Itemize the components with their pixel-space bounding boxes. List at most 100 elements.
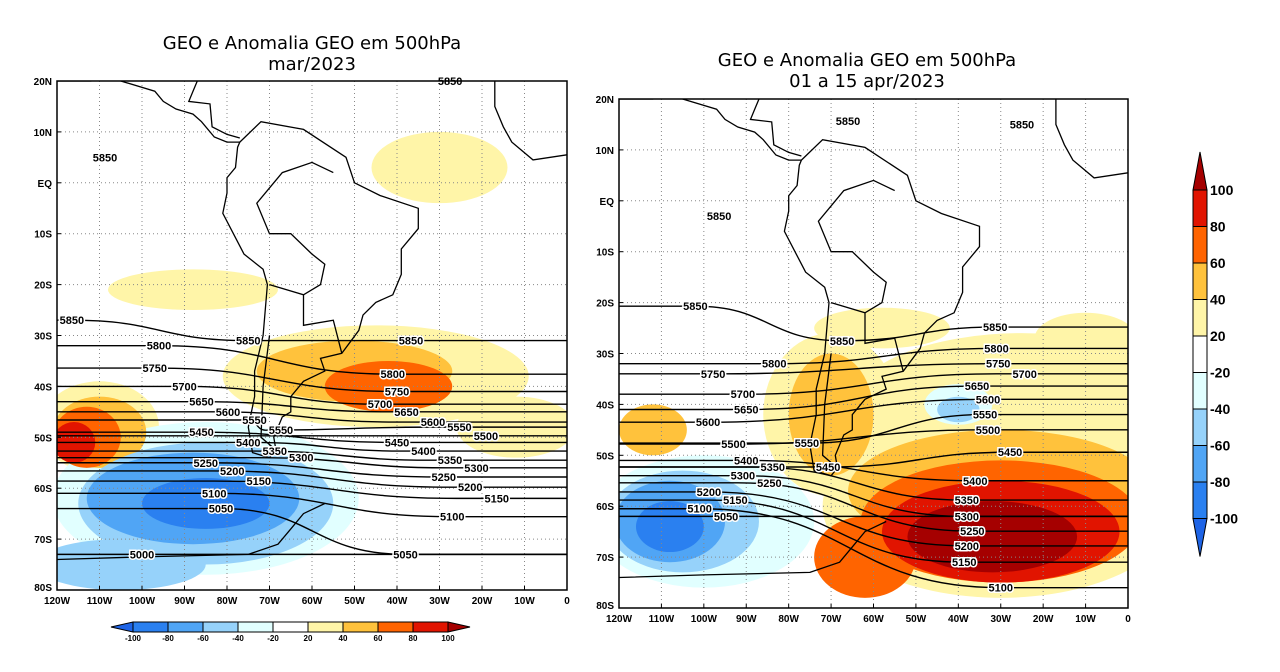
colorbar-swatch [1192, 226, 1208, 264]
contour-line-5500 [619, 429, 1128, 445]
anomaly-region [142, 478, 270, 529]
colorbar-arrow-high [447, 621, 471, 633]
contour-label: 5300 [955, 511, 979, 523]
lon-tick-label: 100W [691, 614, 718, 625]
colorbar-swatch [1192, 262, 1208, 300]
colorbar-swatch [167, 621, 204, 633]
contour-label: 5850 [683, 301, 707, 313]
contour-line-5250 [619, 482, 1128, 532]
colorbar-label: -40 [232, 634, 244, 643]
contour-label: 5700 [1012, 369, 1036, 381]
contour-label: 5500 [474, 431, 498, 443]
contour-label: 5100 [440, 512, 464, 524]
contour-label: 5850 [438, 76, 462, 88]
anomaly-region [635, 501, 704, 553]
contour-label: 5450 [385, 437, 409, 449]
map-title: GEO e Anomalia GEO em 500hPa [163, 33, 461, 54]
colorbar-label: 60 [1210, 255, 1226, 271]
country-border [256, 161, 334, 296]
contour-label: 5850 [707, 211, 731, 223]
lat-tick-label: 50S [34, 433, 52, 444]
contour-label: 5550 [242, 415, 266, 427]
country-border [821, 353, 838, 469]
contour-line-5550 [619, 413, 1128, 444]
contour-label: 5850 [236, 336, 260, 348]
contour-label: 5150 [952, 557, 976, 569]
contour-label: 5700 [172, 381, 196, 393]
lon-tick-label: 0 [564, 596, 570, 607]
contour-label: 5050 [714, 511, 738, 523]
colorbar-arrow-low [1192, 518, 1208, 557]
contour-label: 5800 [147, 341, 171, 353]
contour-line-5100 [57, 492, 567, 518]
contour-label: 5400 [963, 476, 987, 488]
contour-label: 5450 [189, 427, 213, 439]
contour-line-5550 [57, 419, 567, 431]
colorbar-swatch [272, 621, 309, 633]
lon-tick-label: 100W [129, 596, 156, 607]
coastline-antarctica [57, 502, 326, 561]
contour-label: 5350 [438, 455, 462, 467]
colorbar-label: 20 [304, 634, 313, 643]
colorbar-label: 80 [409, 634, 418, 643]
contour-line-5400 [57, 441, 567, 452]
coastline-central-america [682, 99, 802, 161]
contour-label: 5850 [399, 336, 423, 348]
colorbar-swatch [1192, 335, 1208, 373]
lat-tick-label: 40S [34, 382, 52, 393]
contour-label: 5650 [965, 381, 989, 393]
coastline-south-america [783, 139, 981, 477]
anomaly-region [1034, 312, 1128, 364]
lat-tick-label: 60S [596, 502, 614, 513]
lon-tick-label: 20W [472, 596, 493, 607]
contour-label: 5800 [984, 343, 1008, 355]
contour-line-5650 [619, 385, 1128, 411]
lon-tick-label: 60W [302, 596, 323, 607]
colorbar-label: -80 [1210, 474, 1230, 490]
lat-tick-label: 10S [34, 230, 52, 241]
contour-line-5200 [619, 491, 1128, 547]
lon-tick-label: 120W [44, 596, 71, 607]
lat-tick-label: 10N [34, 128, 52, 139]
contour-line-5400 [619, 459, 1128, 482]
colorbar-swatch [342, 621, 379, 633]
anomaly-region [371, 131, 508, 204]
contour-line-5350 [619, 466, 1128, 501]
contour-label: 5650 [394, 407, 418, 419]
colorbar-label: -20 [1210, 365, 1230, 381]
colorbar-swatch [202, 621, 239, 633]
colorbar-arrow-low [110, 621, 134, 633]
contour-label: 5400 [236, 437, 260, 449]
colorbar-label: 40 [339, 634, 348, 643]
lon-tick-label: 10W [514, 596, 535, 607]
colorbar-label: 80 [1210, 219, 1226, 235]
colorbar-label: 40 [1210, 292, 1226, 308]
contour-label: 5650 [734, 404, 758, 416]
coastline-central-america [749, 99, 802, 157]
lon-tick-label: 40W [387, 596, 408, 607]
coastline-south-america [222, 121, 419, 459]
map-title: GEO e Anomalia GEO em 500hPa [718, 50, 1016, 71]
lon-tick-label: 70W [821, 614, 842, 625]
contour-line-5750 [57, 367, 567, 393]
lon-tick-label: 110W [87, 596, 113, 607]
contour-line-5750 [619, 362, 1128, 375]
anomaly-region [108, 269, 278, 311]
contour-label: 5850 [60, 315, 84, 327]
contour-label: 5050 [209, 504, 233, 516]
contour-label: 5550 [447, 422, 471, 434]
coastline-central-america [187, 81, 240, 139]
contour-line-5250 [57, 462, 567, 478]
lat-tick-label: 70S [34, 535, 52, 546]
contour-label: 5600 [421, 417, 445, 429]
lat-tick-label: EQ [600, 197, 615, 208]
contour-label: 5600 [976, 394, 1000, 406]
contour-label: 5300 [464, 463, 488, 475]
contour-label: 5400 [734, 455, 758, 467]
lat-tick-label: 60S [34, 484, 52, 495]
coastline-africa [494, 81, 567, 161]
colorbar-label: -40 [1210, 401, 1230, 417]
colorbar-label: 60 [374, 634, 383, 643]
